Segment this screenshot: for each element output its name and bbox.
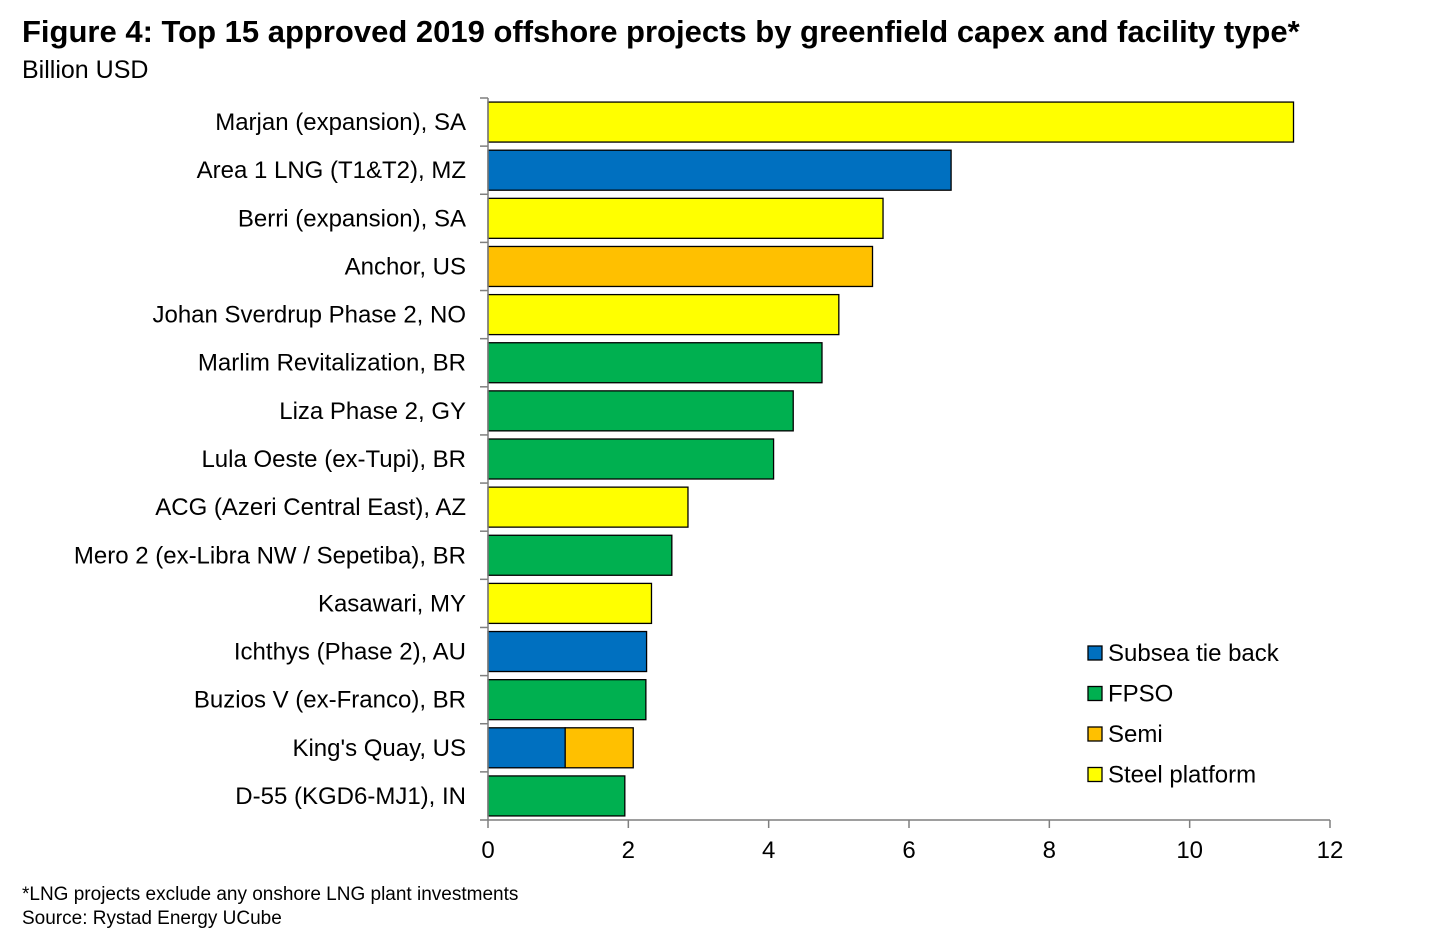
legend-swatch-1: [1087, 645, 1103, 661]
category-label: Area 1 LNG (T1&T2), MZ: [197, 157, 466, 184]
bar-13-series-2: [487, 679, 647, 721]
x-tick-label: 12: [1317, 837, 1344, 864]
x-tick-label: 10: [1176, 837, 1203, 864]
x-tick-label: 2: [622, 837, 635, 864]
category-label: Marjan (expansion), SA: [215, 109, 466, 136]
bar-7-series-2: [487, 390, 794, 432]
category-label: Buzios V (ex-Franco), BR: [194, 687, 466, 714]
chart-title: Figure 4: Top 15 approved 2019 offshore …: [22, 14, 1300, 49]
category-label: Ichthys (Phase 2), AU: [234, 639, 466, 666]
x-tick-label: 0: [481, 837, 494, 864]
x-tick-label: 8: [1043, 837, 1056, 864]
bar-4-series-3: [487, 245, 874, 288]
bar-6-series-2: [487, 342, 823, 384]
legend-label-3: Semi: [1108, 721, 1163, 748]
legend-swatch-3: [1087, 726, 1103, 742]
category-label: Kasawari, MY: [318, 590, 466, 617]
legend-label-1: Subsea tie back: [1108, 640, 1280, 667]
x-tick-label: 4: [762, 837, 775, 864]
category-label: Liza Phase 2, GY: [279, 398, 466, 425]
category-label: Anchor, US: [345, 253, 466, 280]
bar-8-series-2: [487, 438, 775, 480]
legend-label-2: FPSO: [1108, 681, 1173, 708]
category-label: King's Quay, US: [292, 735, 466, 762]
chart-subtitle: Billion USD: [22, 56, 149, 84]
bar-11-series-4: [487, 582, 653, 625]
bar-10-series-2: [487, 534, 673, 576]
x-tick-label: 6: [902, 837, 915, 864]
category-label: ACG (Azeri Central East), AZ: [155, 494, 466, 521]
bar-5-series-4: [487, 293, 840, 336]
bar-3-series-4: [487, 197, 884, 239]
category-label: Lula Oeste (ex-Tupi), BR: [201, 446, 466, 473]
bar-2-series-1: [487, 149, 952, 191]
category-label: Mero 2 (ex-Libra NW / Sepetiba), BR: [74, 542, 466, 569]
legend-label-4: Steel platform: [1108, 762, 1256, 789]
legend-swatch-2: [1087, 685, 1103, 702]
bar-1-series-4: [487, 101, 1295, 143]
bar-15-series-2: [487, 775, 626, 817]
category-label: Berri (expansion), SA: [238, 205, 466, 232]
footnote-source: Source: Rystad Energy UCube: [22, 908, 282, 929]
category-label: Marlim Revitalization, BR: [198, 350, 466, 377]
footnote-lng: *LNG projects exclude any onshore LNG pl…: [22, 884, 519, 905]
bar-9-series-4: [487, 486, 689, 528]
category-label: Johan Sverdrup Phase 2, NO: [152, 302, 466, 329]
legend-swatch-4: [1087, 766, 1103, 783]
category-label: D-55 (KGD6-MJ1), IN: [235, 783, 466, 810]
bar-14-series-3: [564, 727, 634, 769]
bar-12-series-1: [487, 630, 648, 673]
bar-14-series-1: [487, 727, 566, 769]
